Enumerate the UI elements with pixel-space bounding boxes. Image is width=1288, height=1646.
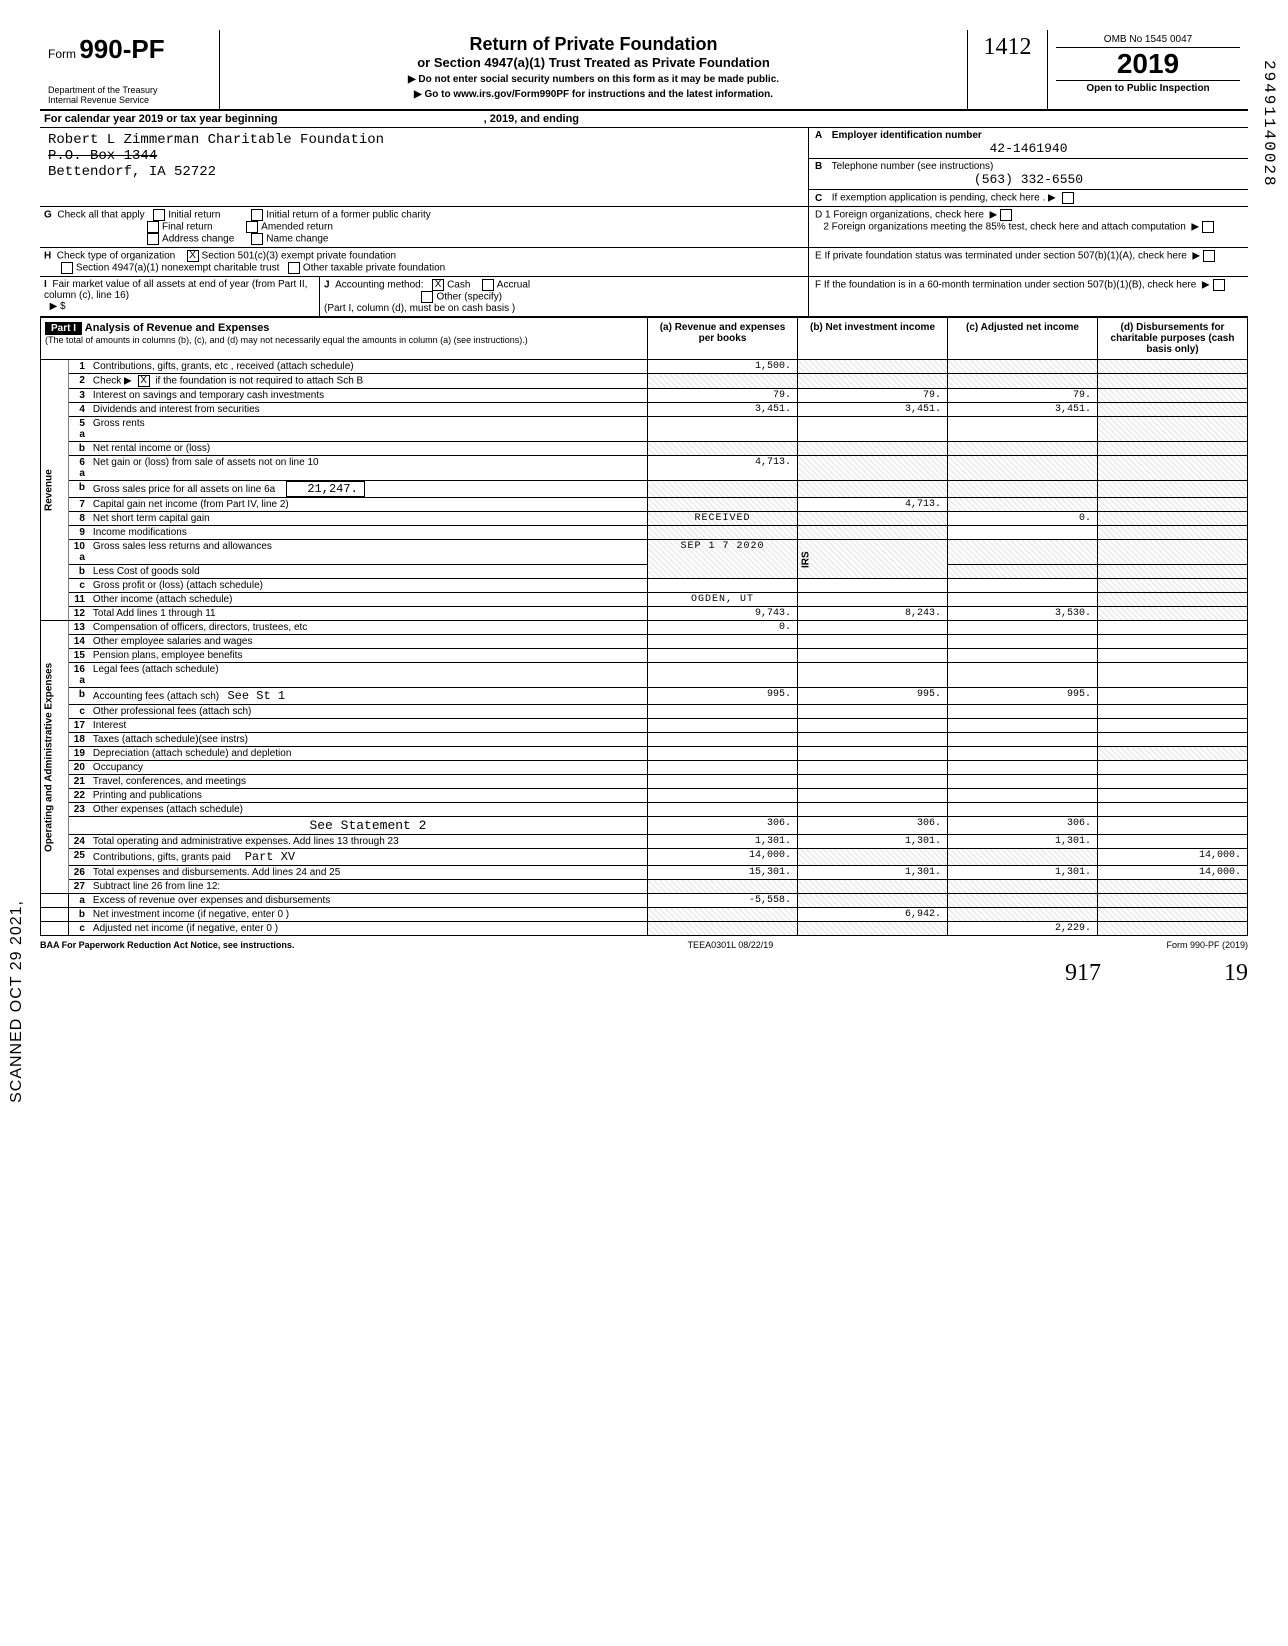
expenses-side-label: Operating and Administrative Expenses [41,621,69,894]
date-stamp: SEP 1 7 2020 [648,540,798,579]
j-cash[interactable]: X [432,279,444,291]
col-b-header: (b) Net investment income [798,318,948,360]
dept-line1: Department of the Treasury [48,85,211,95]
col-c-header: (c) Adjusted net income [948,318,1098,360]
footer-mid: TEEA0301L 08/22/19 [688,940,774,950]
h-501c3[interactable]: X [187,250,199,262]
entity-info-block: Robert L Zimmerman Charitable Foundation… [40,128,1248,207]
part1-title: Analysis of Revenue and Expenses [85,322,270,334]
row-ij: I Fair market value of all assets at end… [40,277,1248,317]
revenue-side-label: Revenue [41,360,69,621]
form-number: Form 990-PF [48,34,211,65]
phone: (563) 332-6550 [815,172,1242,187]
box-d1-checkbox[interactable] [1000,209,1012,221]
part1-table: Part I Analysis of Revenue and Expenses … [40,317,1248,936]
part1-note: (The total of amounts in columns (b), (c… [45,335,528,345]
entity-addr2: Bettendorf, IA 52722 [48,164,800,180]
col-a-header: (a) Revenue and expenses per books [648,318,798,360]
box-b-title: Telephone number (see instructions) [832,161,994,172]
box-c-checkbox[interactable] [1062,192,1074,204]
dept-line2: Internal Revenue Service [48,95,211,105]
form-note2: ▶ Go to www.irs.gov/Form990PF for instru… [228,89,959,100]
entity-addr1: P.O. Box 1344 [48,148,800,164]
row-h: H Check type of organization XSection 50… [40,248,1248,277]
form-note1: ▶ Do not enter social security numbers o… [228,74,959,85]
calendar-year-row: For calendar year 2019 or tax year begin… [40,111,1248,128]
received-stamp: RECEIVED [648,512,798,526]
g-address-change[interactable] [147,233,159,245]
tax-year: 2019 [1056,48,1240,80]
g-amended[interactable] [246,221,258,233]
footer: BAA For Paperwork Reduction Act Notice, … [40,940,1248,950]
handwritten-top: 1412 [984,34,1032,60]
part1-label: Part I [45,322,82,335]
g-final-return[interactable] [147,221,159,233]
j-accrual[interactable] [482,279,494,291]
form-header: Form 990-PF Department of the Treasury I… [40,30,1248,111]
ogden-stamp: OGDEN, UT [648,593,798,607]
h-4947[interactable] [61,262,73,274]
box-d1: 1 Foreign organizations, check here [825,210,984,221]
row-g: G Check all that apply Initial return In… [40,207,1248,248]
box-a-title: Employer identification number [832,130,982,141]
ein: 42-1461940 [815,141,1242,156]
box-f-checkbox[interactable] [1213,279,1225,291]
form-subtitle: or Section 4947(a)(1) Trust Treated as P… [228,55,959,70]
irs-stamp: IRS [798,540,948,579]
j-note: (Part I, column (d), must be on cash bas… [324,303,515,314]
footer-left: BAA For Paperwork Reduction Act Notice, … [40,940,294,950]
g-name-change[interactable] [251,233,263,245]
hand-bot2: 19 [1224,960,1248,986]
public-inspection: Open to Public Inspection [1056,80,1240,94]
box-e: If private foundation status was termina… [824,251,1186,262]
box-f: If the foundation is in a 60-month termi… [824,280,1196,291]
hand-bot1: 917 [1065,960,1101,986]
box-d2-checkbox[interactable] [1202,221,1214,233]
col-d-header: (d) Disbursements for charitable purpose… [1098,318,1248,360]
scanned-stamp: SCANNED OCT 29 2021, [8,900,26,1103]
g-initial-return[interactable] [153,209,165,221]
form-title: Return of Private Foundation [228,34,959,55]
omb-number: OMB No 1545 0047 [1056,34,1240,48]
j-other[interactable] [421,291,433,303]
h-other[interactable] [288,262,300,274]
g-initial-former[interactable] [251,209,263,221]
box-e-checkbox[interactable] [1203,250,1215,262]
r2-checkbox[interactable]: X [138,375,150,387]
footer-right: Form 990-PF (2019) [1166,940,1248,950]
box-i: Fair market value of all assets at end o… [44,279,307,301]
box-c-title: If exemption application is pending, che… [832,193,1056,204]
margin-number: 29491140028 [1260,60,1278,188]
entity-name: Robert L Zimmerman Charitable Foundation [48,132,800,148]
box-d2: 2 Foreign organizations meeting the 85% … [823,222,1185,233]
